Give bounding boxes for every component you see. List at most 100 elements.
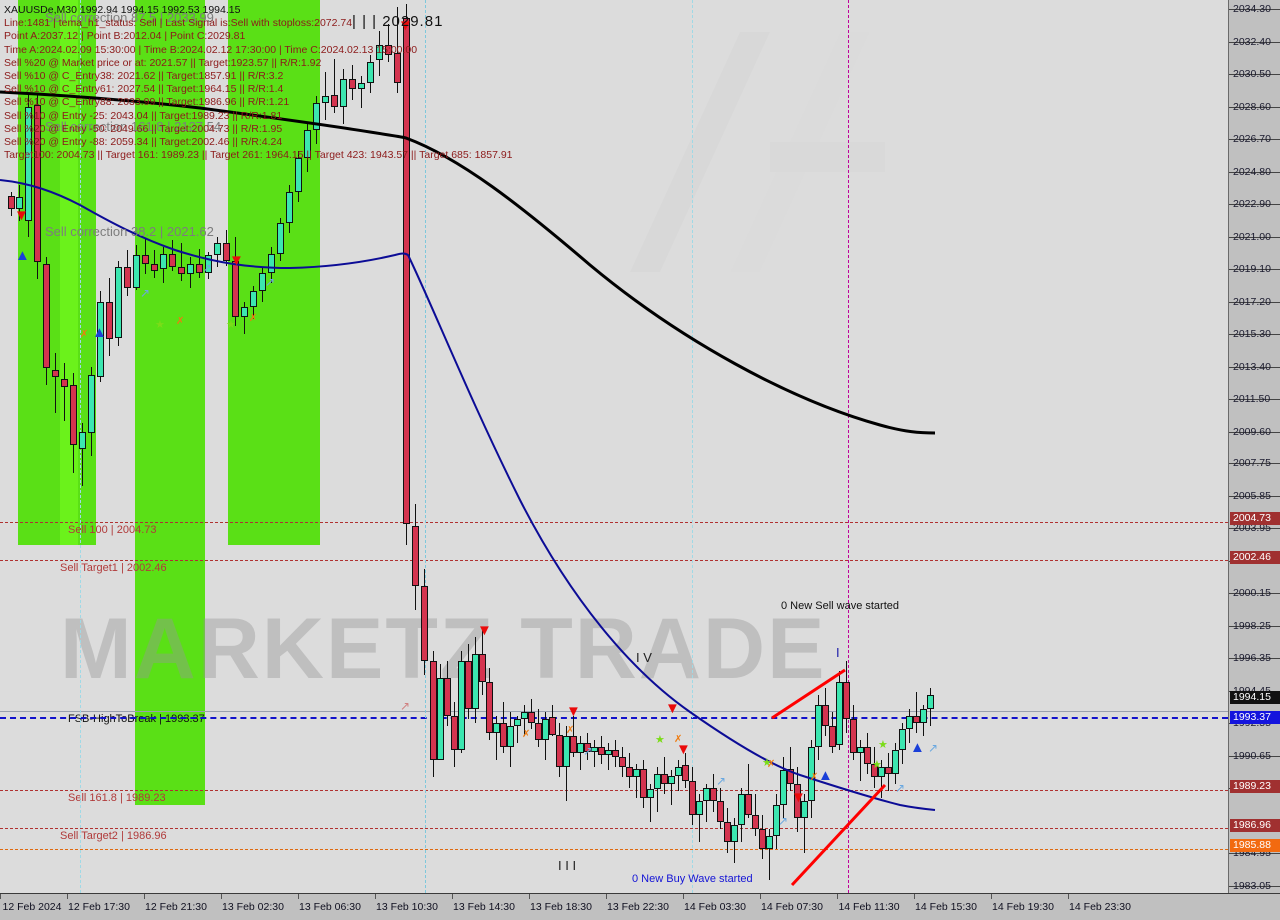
price-badge[interactable]: 1993.37 (1230, 711, 1280, 724)
price-tick: 2026.70 (1229, 133, 1280, 145)
buy-arrow-icon: ▲ (92, 324, 107, 341)
price-tick: 1998.25 (1229, 620, 1280, 632)
session-band-lower (228, 545, 320, 893)
price-badge[interactable]: 1985.88 (1230, 839, 1280, 852)
candle-body (124, 267, 131, 288)
time-tick (606, 894, 607, 899)
time-guide-line (692, 0, 693, 893)
candle-body (633, 768, 640, 778)
sell-arrow-icon: ▼ (14, 207, 29, 224)
candle-wick (55, 352, 56, 413)
candle-wick (769, 828, 770, 880)
info-line-8: Sell %20 @ Entry -50: 2049.66 || Target:… (4, 122, 283, 135)
time-tick-label: 12 Feb 17:30 (68, 901, 130, 913)
buy-arrow-icon: ▲ (910, 739, 925, 756)
candle-body (349, 79, 356, 90)
price-tick: 2015.30 (1229, 328, 1280, 340)
info-line-5: Sell %10 @ C_Entry61: 2027.54 || Target:… (4, 83, 284, 96)
price-tick: 2011.50 (1229, 393, 1280, 405)
candle-wick (580, 736, 581, 771)
candle-body (542, 719, 549, 740)
time-tick-label: 14 Feb 03:30 (684, 901, 746, 913)
candle-body (892, 749, 899, 774)
candle-body (430, 660, 437, 761)
price-tick-label: 2026.70 (1233, 133, 1271, 146)
breakout-arrow-icon: ★ (878, 739, 888, 751)
level-line-label: FSB-HighToBreak | 1993.37 (68, 713, 205, 725)
level-line (0, 828, 1228, 829)
price-tick: 2019.10 (1229, 263, 1280, 275)
candle-body (376, 44, 383, 61)
level-line-label: Sell Target2 | 1986.96 (60, 830, 167, 842)
time-tick (760, 894, 761, 899)
buy-arrow-icon: ▲ (15, 247, 30, 264)
price-tick: 1984.95 (1229, 847, 1280, 859)
price-tick: 2034.30 (1229, 3, 1280, 15)
cross-icon: ✗ (674, 734, 683, 745)
candle-body (745, 794, 752, 815)
price-tick-label: 2028.60 (1233, 100, 1271, 113)
time-axis[interactable]: 12 Feb 2024 12 Feb 17:30 12 Feb 21:30 13 Fe… (0, 893, 1280, 920)
candle-body (472, 654, 479, 709)
price-badge[interactable]: 1989.23 (1230, 780, 1280, 793)
level-line (0, 711, 1228, 712)
time-tick (837, 894, 838, 899)
cross-icon: ✗ (176, 316, 185, 327)
time-tick-label: 12 Feb 2024 (2, 901, 62, 913)
candle-body (549, 717, 556, 735)
price-badge[interactable]: 1994.15 (1230, 691, 1280, 704)
price-axis[interactable]: 2034.30 2032.40 2030.50 2028.60 2026.70 2024.… (1228, 0, 1280, 893)
info-line-10: Target100: 2004.73 || Target 161: 1989.2… (4, 149, 513, 162)
price-badge[interactable]: 2004.73 (1230, 512, 1280, 525)
info-line-2: Time A:2024.02.09 15:30:00 | Time B:2024… (4, 43, 418, 56)
chart-plot-area[interactable]: MARKETZ TRADE Sell 100 | 2004.73 Sell Tar… (0, 0, 1228, 893)
price-tick-label: 2034.30 (1233, 3, 1271, 15)
time-tick-label: 14 Feb 19:30 (992, 901, 1054, 913)
candle-body (52, 370, 59, 377)
time-tick (683, 894, 684, 899)
price-tick-label: 2017.20 (1233, 295, 1271, 308)
candle-body (563, 736, 570, 768)
session-band-lower (18, 545, 60, 893)
candle-body (528, 712, 535, 723)
candle-body (465, 660, 472, 709)
price-tick: 2032.40 (1229, 36, 1280, 48)
price-tick-label: 2022.90 (1233, 198, 1271, 211)
level-line-label: Sell Target1 | 2002.46 (60, 562, 167, 574)
candle-body (250, 291, 257, 307)
time-tick (914, 894, 915, 899)
candle-wick (334, 58, 335, 114)
candle-body (717, 801, 724, 822)
candle-body (780, 770, 787, 805)
candle-body (514, 719, 521, 726)
candle-body (412, 525, 419, 586)
breakout-arrow-icon: ★ (226, 319, 236, 331)
candle-body (88, 375, 95, 434)
candle-body (787, 768, 794, 785)
time-tick (1068, 894, 1069, 899)
time-guide-line (848, 0, 849, 893)
sell-arrow-icon: ▼ (229, 252, 244, 269)
candle-body (232, 260, 239, 318)
price-badge[interactable]: 2002.46 (1230, 551, 1280, 564)
time-tick (452, 894, 453, 899)
candle-body (214, 243, 221, 256)
price-tick-label: 2030.50 (1233, 68, 1271, 81)
candle-body (850, 719, 857, 754)
price-tick: 2028.60 (1229, 101, 1280, 113)
candle-body (70, 385, 77, 446)
time-tick-label: 14 Feb 23:30 (1069, 901, 1131, 913)
candle-wick (397, 7, 398, 93)
candle-body (696, 801, 703, 815)
current-price-line (0, 717, 1228, 719)
price-badge[interactable]: 1986.96 (1230, 819, 1280, 832)
breakout-arrow-icon: ↗ (202, 261, 213, 275)
buy-arrow-icon: ▲ (818, 767, 833, 784)
price-tick: 2021.00 (1229, 231, 1280, 243)
candle-wick (699, 794, 700, 843)
candle-body (598, 746, 605, 756)
candle-body (927, 695, 934, 709)
chart-annotation: 0 New Buy Wave started (632, 873, 753, 885)
cross-icon: ✗ (810, 772, 819, 783)
strategy-info-panel: XAUUSDe,M30 1992.94 1994.15 1992.53 1994… (4, 4, 513, 162)
